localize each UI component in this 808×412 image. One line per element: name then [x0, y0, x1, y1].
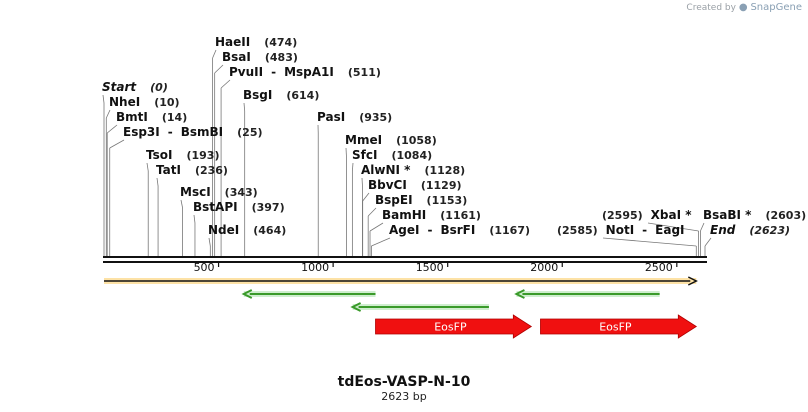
site-label-bspei: BspEI (1153) — [375, 193, 467, 207]
orange-feature-arrowhead — [687, 276, 698, 286]
site-connector-bsabi — [700, 222, 705, 232]
site-connector-sfci — [351, 162, 354, 172]
site-label-tati: TatI (236) — [156, 163, 228, 177]
site-connector-bamhi — [369, 222, 384, 232]
site-connector-end — [704, 237, 712, 247]
site-connector-tati — [156, 177, 159, 187]
brand-prefix: Created by — [686, 3, 736, 13]
site-label-xbai: (2595) XbaI * — [602, 208, 692, 222]
site-label-noti: (2585) NotI - EagI — [557, 223, 685, 237]
eosfp-feature-arrow — [375, 314, 533, 339]
site-label-bsgi: BsgI (614) — [243, 88, 319, 102]
green-feature-arrowhead — [350, 302, 362, 312]
features: EosFP EosFP — [104, 276, 698, 339]
site-label-bbvci: BbvCI (1129) — [368, 178, 462, 192]
site-connector-bspei — [367, 207, 377, 217]
site-connector-start — [102, 94, 105, 104]
site-label-esp3i: Esp3I - BsmBI (25) — [123, 125, 263, 139]
ruler-tick-label: 500 — [194, 261, 215, 274]
site-label-agei: AgeI - BsrFI (1167) — [389, 223, 530, 237]
site-connector-haeii — [212, 49, 217, 59]
site-label-bamhi: BamHI (1161) — [382, 208, 481, 222]
ruler-tick-label: 2000 — [530, 261, 558, 274]
site-connector-bbvci — [362, 192, 370, 202]
site-label-mmei: MmeI (1058) — [345, 133, 437, 147]
site-label-msci: MscI (343) — [180, 185, 258, 199]
green-feature-arrowhead — [241, 289, 253, 299]
site-label-tsoi: TsoI (193) — [146, 148, 219, 162]
site-connector-bsai — [214, 64, 224, 74]
site-label-start: Start (0) — [102, 80, 168, 94]
site-label-bmti: BmtI (14) — [116, 110, 187, 124]
site-connector-agei — [371, 237, 391, 247]
brand-name: SnapGene — [750, 2, 802, 13]
eosfp-feature-arrow — [540, 314, 698, 339]
site-label-bsai: BsaI (483) — [222, 50, 298, 64]
site-connector-msci — [180, 199, 183, 209]
site-label-ndei: NdeI (464) — [208, 223, 286, 237]
ruler-tick-label: 1500 — [416, 261, 444, 274]
ruler-ticks: 500 1000 1500 2000 2500 — [194, 261, 678, 274]
site-connector-ndei — [208, 237, 211, 247]
backbone-top-line — [103, 256, 707, 258]
site-connector-xbai — [647, 222, 699, 232]
site-connector-noti — [602, 237, 697, 247]
brand-credit: Created by ● SnapGene — [686, 2, 802, 13]
backbone-bottom-line — [103, 261, 707, 263]
ruler-tick-label: 1000 — [301, 261, 329, 274]
ruler-tick-label: 2500 — [645, 261, 673, 274]
snapgene-logo: ● — [738, 2, 748, 13]
site-connector-pvuii — [220, 79, 231, 89]
green-feature-arrowhead — [514, 289, 525, 299]
site-label-bstapi: BstAPI (397) — [193, 200, 285, 214]
site-lines — [102, 49, 712, 256]
map-title: tdEos-VASP-N-10 — [338, 374, 471, 390]
eosfp-feature-label: EosFP — [599, 321, 632, 334]
site-label-alwni: AlwNI * (1128) — [361, 163, 465, 177]
site-label-haeii: HaeII (474) — [215, 35, 297, 49]
site-label-pasi: PasI (935) — [317, 110, 392, 124]
site-labels: Start (0)NheI (10)BmtI (14)Esp3I - BsmBI (25) T… — [102, 35, 806, 237]
site-connector-bstapi — [193, 214, 196, 224]
site-label-end: End (2623) — [710, 223, 790, 237]
map-length: 2623 bp — [381, 390, 426, 403]
site-connector-nhei — [105, 109, 111, 119]
site-label-pvuii: PvuII - MspA1I (511) — [229, 65, 381, 79]
site-connector-tsoi — [146, 162, 149, 172]
eosfp-feature-label: EosFP — [434, 321, 467, 334]
site-connector-esp3i — [109, 139, 125, 149]
site-label-sfci: SfcI (1084) — [352, 148, 432, 162]
site-label-bsabi: BsaBI * (2603) — [703, 208, 806, 222]
site-label-nhei: NheI (10) — [109, 95, 180, 109]
site-connector-bmti — [106, 124, 118, 134]
site-connector-bsgi — [243, 102, 246, 112]
